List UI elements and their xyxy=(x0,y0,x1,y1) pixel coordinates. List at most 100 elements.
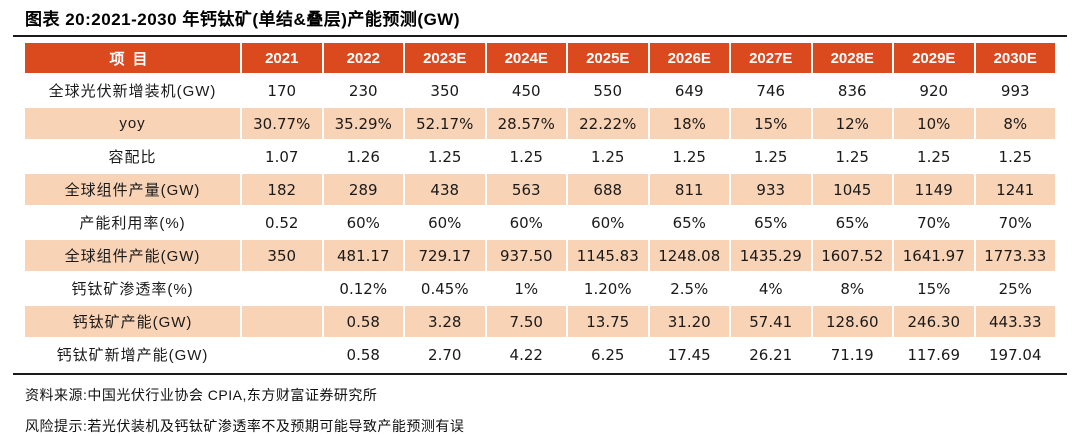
row-label: 容配比 xyxy=(25,139,240,172)
column-header-year: 2025E xyxy=(566,43,648,73)
cell-value: 65% xyxy=(647,205,729,238)
cell-value: 7.50 xyxy=(484,304,566,337)
cell-value: 246.30 xyxy=(892,304,974,337)
cell-value: 920 xyxy=(892,73,974,106)
title-divider xyxy=(13,35,1067,37)
cell-value: 0.45% xyxy=(403,271,485,304)
cell-value: 481.17 xyxy=(321,238,403,271)
cell-value: 0.12% xyxy=(321,271,403,304)
cell-value: 443.33 xyxy=(973,304,1055,337)
row-label: 全球组件产量(GW) xyxy=(25,172,240,205)
cell-value: 1435.29 xyxy=(729,238,811,271)
column-header-year: 2024E xyxy=(484,43,566,73)
cell-value: 1248.08 xyxy=(647,238,729,271)
cell-value: 1607.52 xyxy=(810,238,892,271)
cell-value: 70% xyxy=(973,205,1055,238)
cell-value: 0.58 xyxy=(321,337,403,370)
cell-value: 1.25 xyxy=(484,139,566,172)
row-label: 产能利用率(%) xyxy=(25,205,240,238)
cell-value: 1241 xyxy=(973,172,1055,205)
risk-note: 风险提示:若光伏装机及钙钛矿渗透率不及预期可能导致产能预测有误 xyxy=(25,418,465,434)
column-header-year: 2027E xyxy=(729,43,811,73)
table-row: yoy 30.77% 35.29% 52.17% 28.57% 22.22% 18% 15% 1… xyxy=(25,106,1055,139)
cell-value: 350 xyxy=(240,238,322,271)
cell-value: 65% xyxy=(810,205,892,238)
cell-value: 26.21 xyxy=(729,337,811,370)
cell-value: 1.25 xyxy=(647,139,729,172)
cell-value: 12% xyxy=(810,106,892,139)
cell-value: 6.25 xyxy=(566,337,648,370)
table-row: 钙钛矿产能(GW) 0.58 3.28 7.50 13.75 31.20 57.41 128.… xyxy=(25,304,1055,337)
cell-value: 13.75 xyxy=(566,304,648,337)
table-row: 产能利用率(%) 0.52 60% 60% 60% 60% 65% 65% 65% 70% 70% xyxy=(25,205,1055,238)
column-header-year: 2021 xyxy=(240,43,322,73)
cell-value: 836 xyxy=(810,73,892,106)
cell-value: 993 xyxy=(973,73,1055,106)
column-header-year: 2028E xyxy=(810,43,892,73)
cell-value: 60% xyxy=(403,205,485,238)
cell-value: 1.25 xyxy=(566,139,648,172)
cell-value: 746 xyxy=(729,73,811,106)
cell-value: 1149 xyxy=(892,172,974,205)
cell-value: 170 xyxy=(240,73,322,106)
column-header-year: 2029E xyxy=(892,43,974,73)
cell-value: 71.19 xyxy=(810,337,892,370)
row-label: 钙钛矿新增产能(GW) xyxy=(25,337,240,370)
cell-value: 117.69 xyxy=(892,337,974,370)
cell-value: 182 xyxy=(240,172,322,205)
cell-value: 1.26 xyxy=(321,139,403,172)
cell-value: 52.17% xyxy=(403,106,485,139)
cell-value xyxy=(240,271,322,304)
cell-value: 25% xyxy=(973,271,1055,304)
source-note: 资料来源:中国光伏行业协会 CPIA,东方财富证券研究所 xyxy=(25,387,378,403)
cell-value: 17.45 xyxy=(647,337,729,370)
cell-value: 0.52 xyxy=(240,205,322,238)
cell-value: 15% xyxy=(892,271,974,304)
table-header: 项目 2021 2022 2023E 2024E 2025E 2026E 2027E 2028E… xyxy=(25,43,1055,73)
cell-value: 450 xyxy=(484,73,566,106)
cell-value: 811 xyxy=(647,172,729,205)
cell-value: 1.25 xyxy=(810,139,892,172)
cell-value: 1.07 xyxy=(240,139,322,172)
row-label: 钙钛矿产能(GW) xyxy=(25,304,240,337)
row-label: yoy xyxy=(25,106,240,139)
cell-value: 289 xyxy=(321,172,403,205)
cell-value: 563 xyxy=(484,172,566,205)
cell-value: 30.77% xyxy=(240,106,322,139)
cell-value: 550 xyxy=(566,73,648,106)
cell-value: 1.25 xyxy=(403,139,485,172)
cell-value: 1.20% xyxy=(566,271,648,304)
cell-value: 60% xyxy=(321,205,403,238)
cell-value: 438 xyxy=(403,172,485,205)
table-row: 全球组件产量(GW) 182 289 438 563 688 811 933 1045 1149 1… xyxy=(25,172,1055,205)
cell-value: 57.41 xyxy=(729,304,811,337)
cell-value: 1.25 xyxy=(729,139,811,172)
cell-value: 4% xyxy=(729,271,811,304)
cell-value: 1045 xyxy=(810,172,892,205)
row-label: 全球组件产能(GW) xyxy=(25,238,240,271)
header-row: 项目 2021 2022 2023E 2024E 2025E 2026E 2027E 2028E… xyxy=(25,43,1055,73)
cell-value: 15% xyxy=(729,106,811,139)
capacity-forecast-table: 项目 2021 2022 2023E 2024E 2025E 2026E 2027E 2028E… xyxy=(25,43,1055,370)
table-row: 全球组件产能(GW) 350 481.17 729.17 937.50 1145.83 12… xyxy=(25,238,1055,271)
cell-value: 1641.97 xyxy=(892,238,974,271)
row-label: 钙钛矿渗透率(%) xyxy=(25,271,240,304)
table-row: 钙钛矿新增产能(GW) 0.58 2.70 4.22 6.25 17.45 26.21 71.… xyxy=(25,337,1055,370)
cell-value: 35.29% xyxy=(321,106,403,139)
cell-value: 937.50 xyxy=(484,238,566,271)
table-row: 容配比 1.07 1.26 1.25 1.25 1.25 1.25 1.25 1.25 1.25 1… xyxy=(25,139,1055,172)
cell-value: 1.25 xyxy=(973,139,1055,172)
cell-value: 65% xyxy=(729,205,811,238)
cell-value: 8% xyxy=(810,271,892,304)
column-header-item: 项目 xyxy=(25,43,240,73)
table-bottom-divider xyxy=(13,373,1067,375)
cell-value: 649 xyxy=(647,73,729,106)
cell-value: 2.5% xyxy=(647,271,729,304)
cell-value: 350 xyxy=(403,73,485,106)
cell-value: 0.58 xyxy=(321,304,403,337)
table-row: 钙钛矿渗透率(%) 0.12% 0.45% 1% 1.20% 2.5% 4% 8% 15% 25% xyxy=(25,271,1055,304)
cell-value: 2.70 xyxy=(403,337,485,370)
cell-value: 4.22 xyxy=(484,337,566,370)
table-body: 全球光伏新增装机(GW) 170 230 350 450 550 649 746 836 920 9… xyxy=(25,73,1055,370)
